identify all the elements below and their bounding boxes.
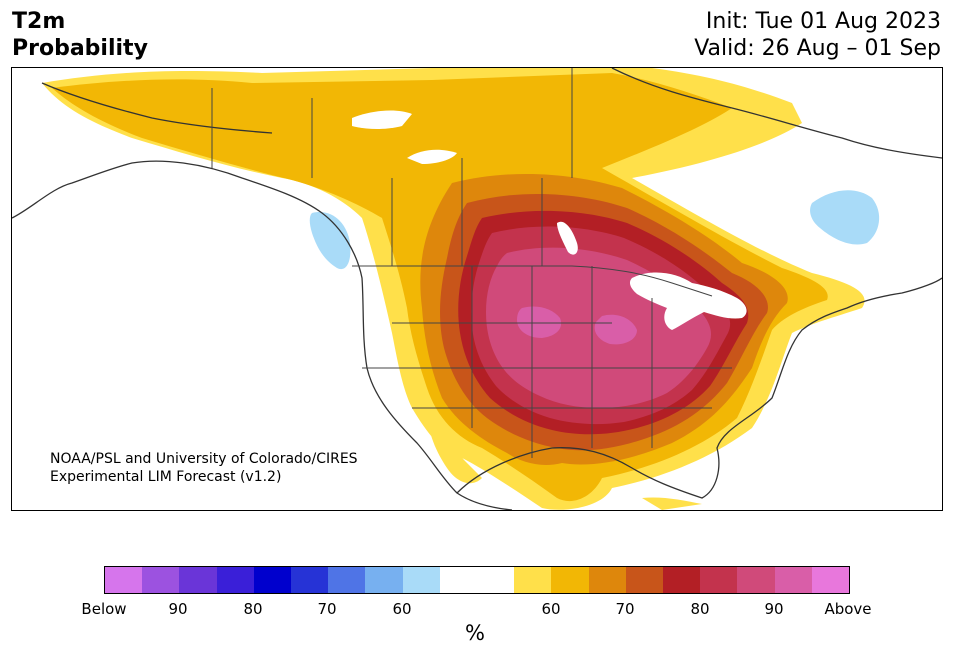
map-credit: NOAA/PSL and University of Colorado/CIRE…: [50, 450, 358, 486]
great-lakes: [629, 272, 747, 330]
credit-line2: Experimental LIM Forecast (v1.2): [50, 469, 282, 485]
hudson-lake: [352, 110, 412, 129]
colorbar-swatch: [253, 567, 292, 593]
colorbar-swatch: [291, 567, 329, 593]
tick-label: 60: [541, 600, 561, 618]
colorbar-swatch: [216, 567, 254, 593]
probability-map: NOAA/PSL and University of Colorado/CIRE…: [11, 67, 943, 511]
colorbar-swatch: [179, 567, 217, 593]
shade-95-above-midwest: [594, 314, 637, 345]
colorbar-swatch: [514, 567, 552, 593]
colorbar-swatch: [365, 567, 403, 593]
colorbar-swatch: [737, 567, 775, 593]
colorbar-swatch: [774, 567, 812, 593]
colorbar-swatch: [439, 567, 478, 593]
slave-lake: [407, 149, 457, 164]
tick-label: 80: [243, 600, 263, 618]
shade-60-above-cuba: [642, 497, 702, 510]
title-type: Probability: [12, 36, 148, 61]
colorbar-swatch: [700, 567, 738, 593]
credit-line1: NOAA/PSL and University of Colorado/CIRE…: [50, 451, 358, 467]
tick-label: 70: [615, 600, 635, 618]
colorbar-swatch: [477, 567, 515, 593]
forecast-dates: Init: Tue 01 Aug 2023 Valid: 26 Aug – 01…: [694, 8, 941, 62]
colorbar-swatch: [811, 567, 850, 593]
colorbar-swatch: [402, 567, 440, 593]
map-title: T2m Probability: [12, 8, 148, 62]
tick-label: Above: [824, 600, 872, 618]
lake-winnipeg: [557, 221, 578, 255]
tick-label: 90: [168, 600, 188, 618]
colorbar-swatch: [328, 567, 366, 593]
tick-label: 70: [317, 600, 337, 618]
colorbar-swatch: [105, 567, 143, 593]
colorbar-swatch: [142, 567, 180, 593]
map-canvas: [12, 68, 942, 510]
coastlines: [12, 68, 942, 510]
tick-label: 60: [392, 600, 412, 618]
shade-60-below-atlantic: [810, 190, 880, 245]
shade-95-above: [517, 306, 562, 338]
tick-label: 80: [690, 600, 710, 618]
valid-range: Valid: 26 Aug – 01 Sep: [694, 36, 941, 61]
init-date: Init: Tue 01 Aug 2023: [705, 9, 941, 34]
colorbar-swatch: [625, 567, 664, 593]
tick-label: Below: [81, 600, 127, 618]
colorbar-swatch: [588, 567, 626, 593]
title-variable: T2m: [12, 9, 66, 34]
probability-colorbar: [104, 566, 850, 594]
colorbar-swatch: [551, 567, 589, 593]
political-borders: [211, 68, 732, 458]
colorbar-unit: %: [465, 621, 485, 645]
shade-60-above-mexico: [427, 408, 482, 484]
shade-60-below-pacific: [309, 212, 351, 270]
colorbar-swatch: [663, 567, 701, 593]
tick-label: 90: [764, 600, 784, 618]
